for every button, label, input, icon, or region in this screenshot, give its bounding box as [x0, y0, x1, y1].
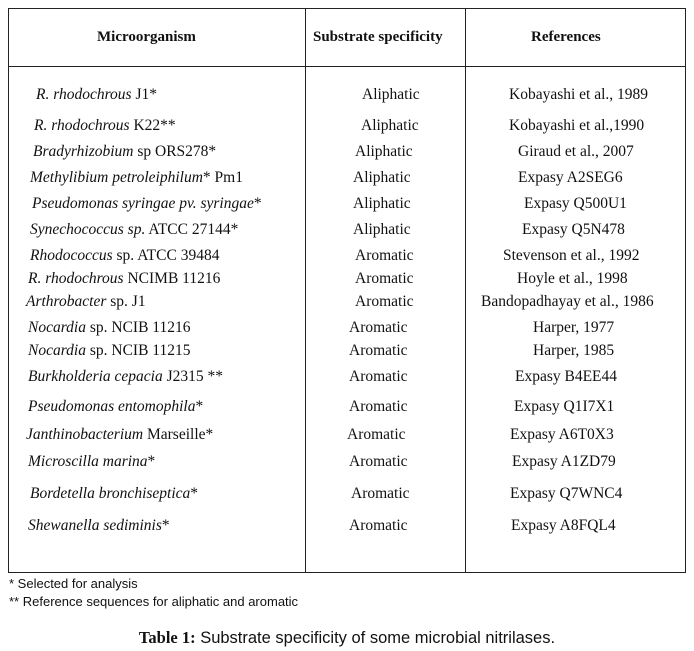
cell-microorganism: Nocardia sp. NCIB 11215 [28, 342, 191, 359]
cell-reference: Expasy B4EE44 [515, 368, 618, 385]
cell-microorganism: Bradyrhizobium sp ORS278* [33, 143, 217, 160]
cell-substrate: Aliphatic [361, 117, 419, 134]
table-caption: Table 1: Substrate specificity of some m… [0, 628, 694, 648]
caption-text: Substrate specificity of some microbial … [195, 629, 556, 647]
cell-microorganism: Microscilla marina* [28, 453, 156, 470]
cell-substrate: Aromatic [355, 293, 414, 310]
cell-substrate: Aromatic [349, 398, 408, 415]
footnote-reference-sequences: ** Reference sequences for aliphatic and… [9, 594, 299, 609]
header-references: References [531, 29, 601, 45]
cell-substrate: Aromatic [349, 319, 408, 336]
cell-microorganism: Burkholderia cepacia J2315 ** [28, 368, 224, 385]
cell-reference: Expasy Q7WNC4 [510, 485, 623, 502]
cell-reference: Expasy A6T0X3 [510, 426, 614, 443]
cell-substrate: Aromatic [349, 342, 408, 359]
column-divider [465, 9, 466, 572]
cell-microorganism: Arthrobacter sp. J1 [26, 293, 146, 310]
cell-substrate: Aromatic [347, 426, 406, 443]
header-substrate-specificity: Substrate specificity [313, 29, 443, 45]
cell-reference: Expasy A2SEG6 [518, 169, 623, 186]
header-microorganism: Microorganism [97, 29, 196, 45]
cell-substrate: Aromatic [351, 485, 410, 502]
cell-microorganism: Methylibium petroleiphilum* Pm1 [30, 169, 243, 186]
cell-microorganism: Bordetella bronchiseptica* [30, 485, 199, 502]
cell-substrate: Aliphatic [353, 169, 411, 186]
cell-reference: Expasy Q5N478 [522, 221, 625, 238]
cell-reference: Harper, 1977 [533, 319, 615, 336]
cell-microorganism: Shewanella sediminis* [28, 517, 170, 534]
caption-label: Table 1: [138, 628, 196, 647]
cell-microorganism: Pseudomonas entomophila* [28, 398, 204, 415]
cell-substrate: Aliphatic [355, 143, 413, 160]
cell-microorganism: Janthinobacterium Marseille* [26, 426, 214, 443]
cell-substrate: Aromatic [349, 368, 408, 385]
cell-substrate: Aliphatic [353, 195, 411, 212]
cell-microorganism: R. rhodochrous K22** [34, 117, 176, 134]
cell-reference: Stevenson et al., 1992 [503, 247, 640, 264]
cell-substrate: Aromatic [355, 247, 414, 264]
column-divider [305, 9, 306, 572]
cell-substrate: Aliphatic [353, 221, 411, 238]
cell-microorganism: R. rhodochrous NCIMB 11216 [28, 270, 221, 287]
cell-substrate: Aromatic [355, 270, 414, 287]
cell-microorganism: Nocardia sp. NCIB 11216 [28, 319, 191, 336]
cell-reference: Hoyle et al., 1998 [517, 270, 628, 287]
cell-reference: Harper, 1985 [533, 342, 615, 359]
nitrilase-table: Microorganism Substrate specificity Refe… [8, 8, 686, 573]
cell-reference: Bandopadhayay et al., 1986 [481, 293, 654, 310]
cell-reference: Expasy A8FQL4 [511, 517, 616, 534]
cell-microorganism: R. rhodochrous J1* [36, 86, 158, 103]
cell-reference: Expasy Q500U1 [524, 195, 627, 212]
cell-reference: Expasy A1ZD79 [512, 453, 616, 470]
cell-substrate: Aliphatic [362, 86, 420, 103]
cell-reference: Kobayashi et al.,1990 [509, 117, 645, 134]
cell-reference: Expasy Q1I7X1 [514, 398, 615, 415]
cell-microorganism: Pseudomonas syringae pv. syringae* [32, 195, 262, 212]
cell-microorganism: Synechococcus sp. ATCC 27144* [30, 221, 239, 238]
footnote-selected: * Selected for analysis [9, 576, 138, 591]
cell-reference: Kobayashi et al., 1989 [509, 86, 649, 103]
cell-microorganism: Rhodococcus sp. ATCC 39484 [30, 247, 220, 264]
cell-reference: Giraud et al., 2007 [518, 143, 634, 160]
cell-substrate: Aromatic [349, 517, 408, 534]
cell-substrate: Aromatic [349, 453, 408, 470]
header-divider [9, 66, 685, 67]
